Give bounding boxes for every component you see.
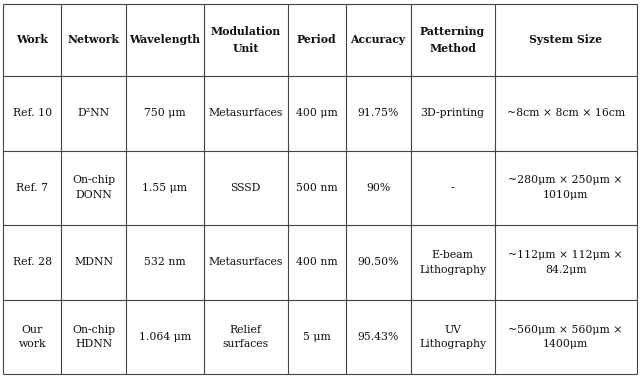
Text: Relief
surfaces: Relief surfaces	[223, 325, 269, 349]
Text: 532 nm: 532 nm	[144, 257, 186, 267]
Text: 400 μm: 400 μm	[296, 108, 338, 118]
Text: -: -	[451, 183, 454, 193]
Text: 1.55 μm: 1.55 μm	[142, 183, 188, 193]
Text: 400 nm: 400 nm	[296, 257, 337, 267]
Text: Metasurfaces: Metasurfaces	[209, 257, 283, 267]
Text: On-chip
HDNN: On-chip HDNN	[72, 325, 115, 349]
Text: On-chip
DONN: On-chip DONN	[72, 175, 115, 200]
Text: 91.75%: 91.75%	[358, 108, 399, 118]
Text: 5 μm: 5 μm	[303, 332, 331, 342]
Text: 90%: 90%	[366, 183, 390, 193]
Text: System Size: System Size	[529, 34, 602, 45]
Text: MDNN: MDNN	[74, 257, 113, 267]
Text: ~8cm × 8cm × 16cm: ~8cm × 8cm × 16cm	[507, 108, 625, 118]
Text: Modulation
Unit: Modulation Unit	[211, 26, 281, 54]
Text: 3D-printing: 3D-printing	[420, 108, 484, 118]
Text: 90.50%: 90.50%	[357, 257, 399, 267]
Text: Our
work: Our work	[19, 325, 46, 349]
Text: Ref. 7: Ref. 7	[16, 183, 48, 193]
Text: Wavelength: Wavelength	[129, 34, 200, 45]
Text: 95.43%: 95.43%	[358, 332, 399, 342]
Text: Work: Work	[17, 34, 48, 45]
Text: Ref. 28: Ref. 28	[13, 257, 52, 267]
Text: Ref. 10: Ref. 10	[13, 108, 52, 118]
Text: Metasurfaces: Metasurfaces	[209, 108, 283, 118]
Text: Patterning
Method: Patterning Method	[420, 26, 485, 54]
Text: ~280μm × 250μm ×
1010μm: ~280μm × 250μm × 1010μm	[508, 175, 623, 200]
Text: SSSD: SSSD	[230, 183, 261, 193]
Text: 500 nm: 500 nm	[296, 183, 337, 193]
Text: 750 μm: 750 μm	[144, 108, 186, 118]
Text: E-beam
Lithography: E-beam Lithography	[419, 250, 486, 275]
Text: Period: Period	[297, 34, 337, 45]
Text: 1.064 μm: 1.064 μm	[139, 332, 191, 342]
Text: ~112μm × 112μm ×
84.2μm: ~112μm × 112μm × 84.2μm	[508, 250, 623, 275]
Text: Network: Network	[68, 34, 120, 45]
Text: Accuracy: Accuracy	[351, 34, 406, 45]
Text: ~560μm × 560μm ×
1400μm: ~560μm × 560μm × 1400μm	[509, 325, 623, 349]
Text: UV
Lithography: UV Lithography	[419, 325, 486, 349]
Text: D²NN: D²NN	[77, 108, 110, 118]
